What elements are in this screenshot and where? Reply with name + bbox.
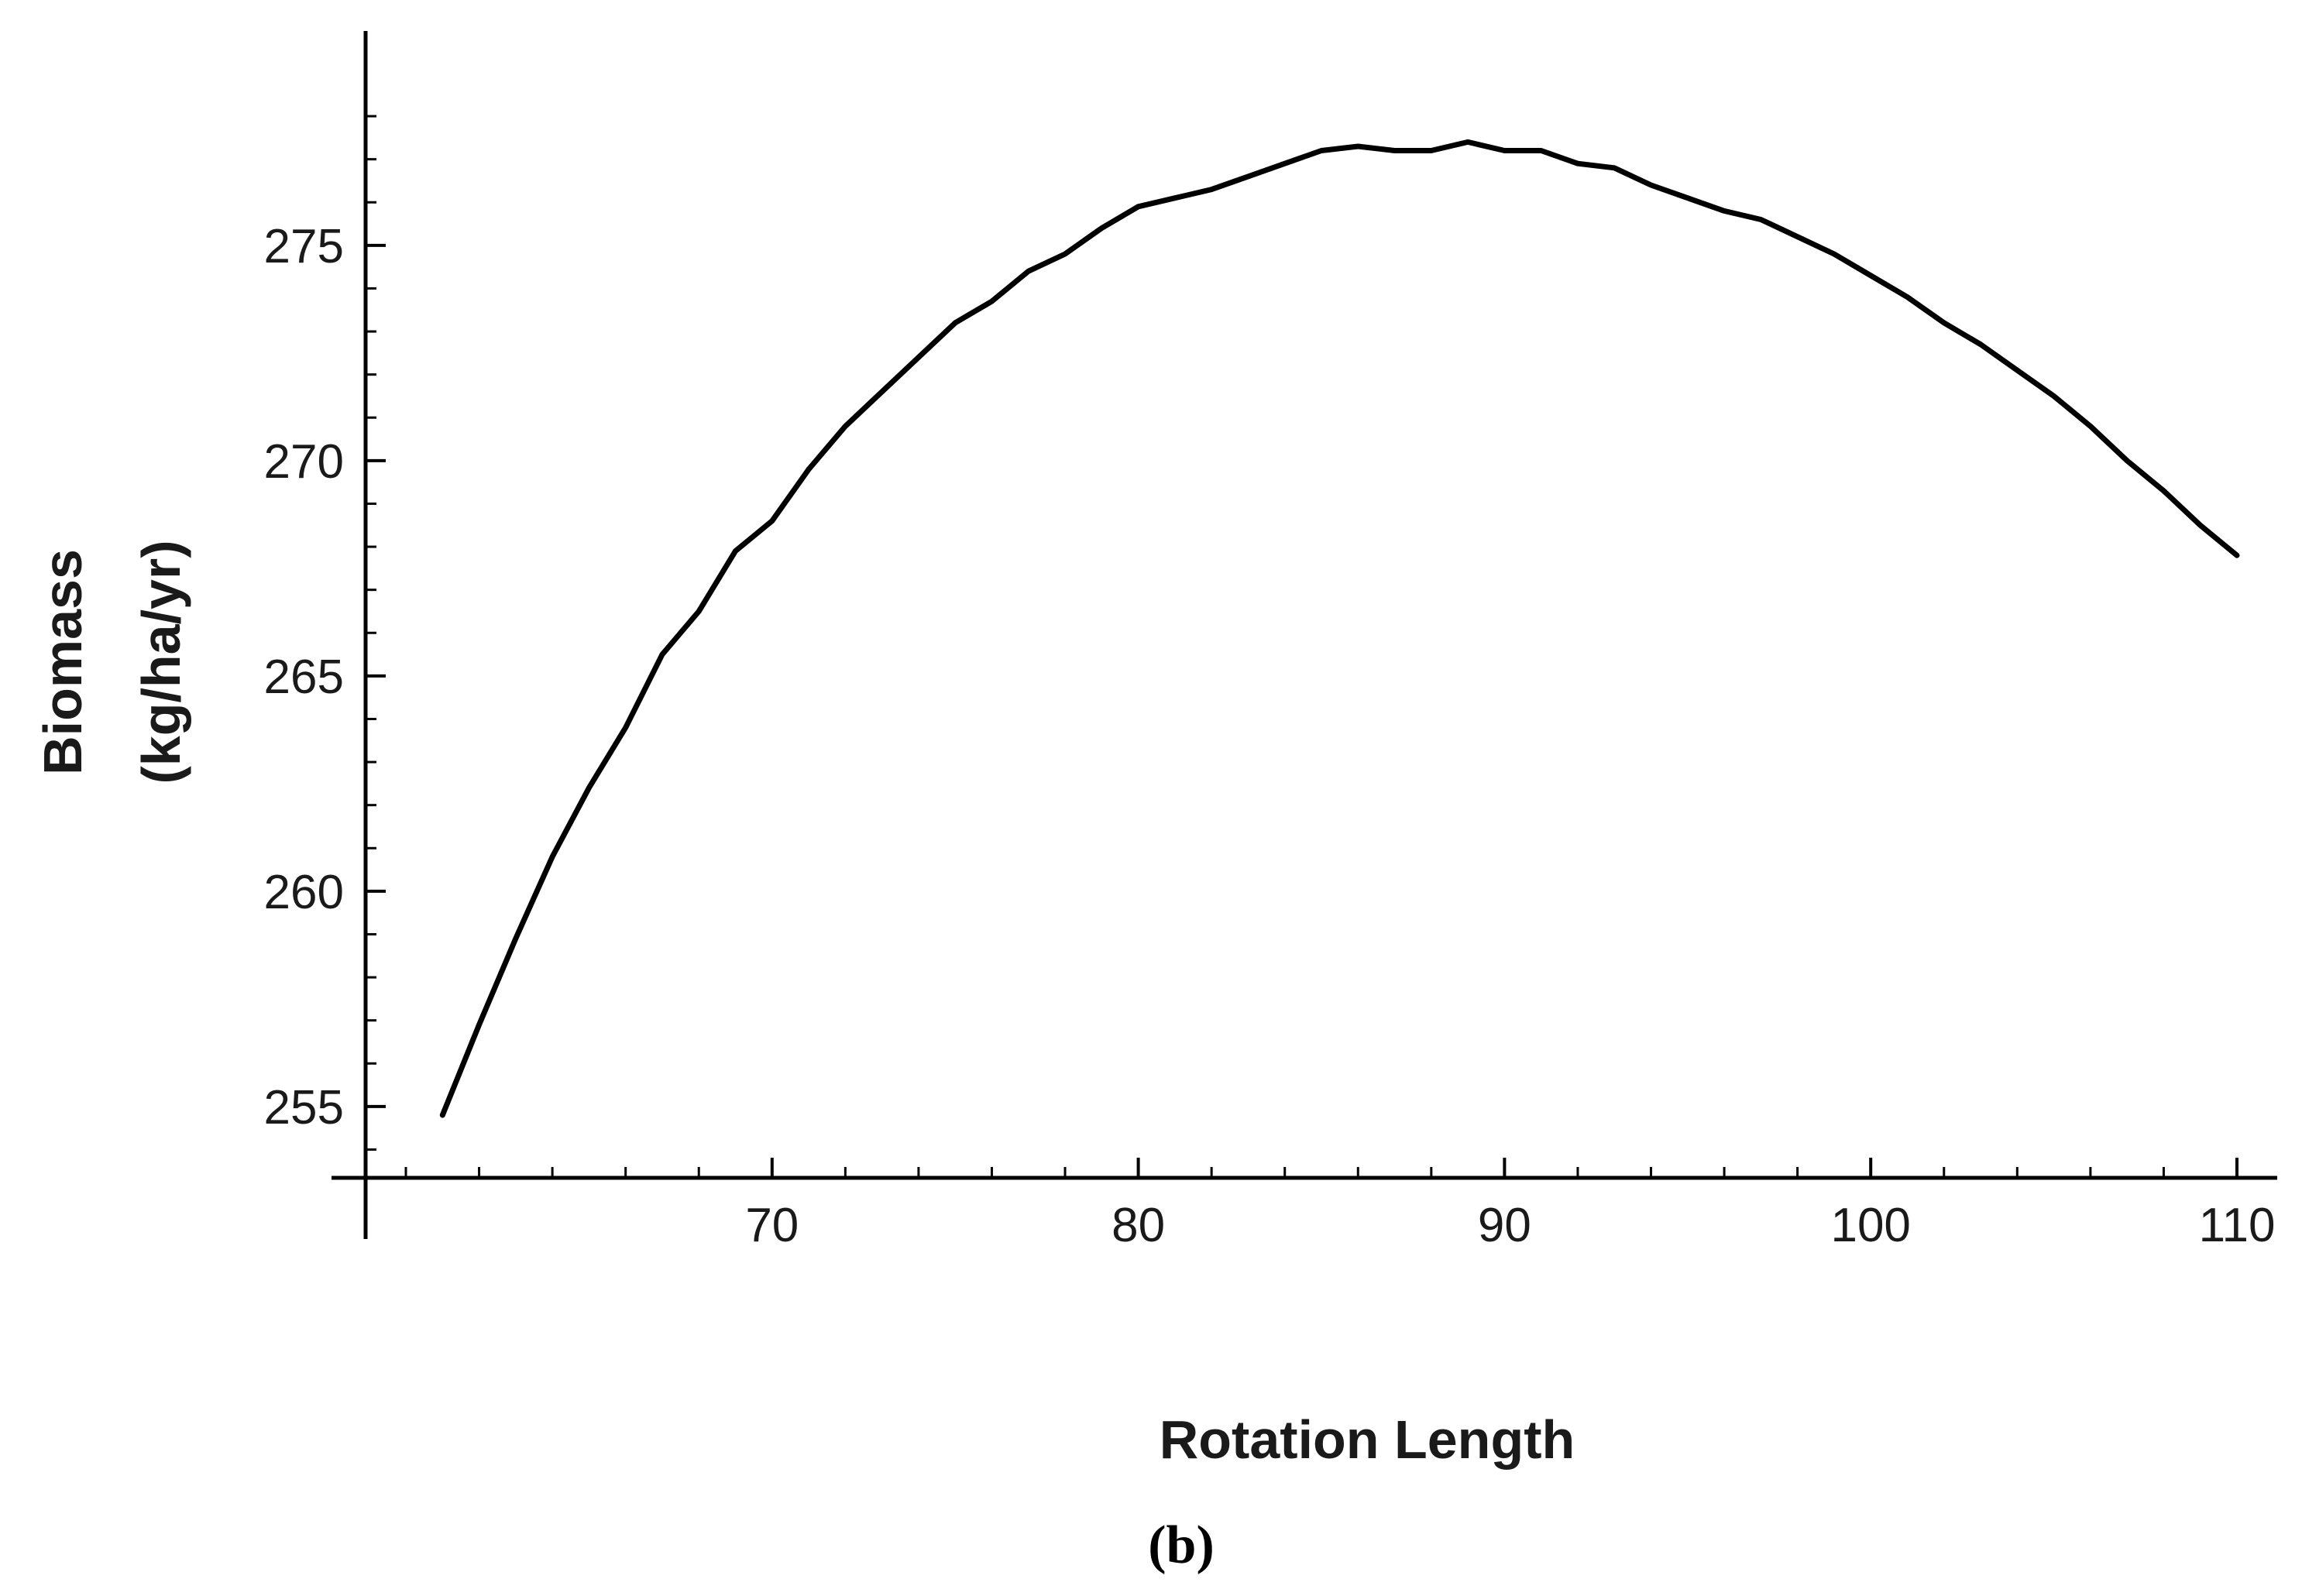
y-minor-ticks xyxy=(366,115,376,1151)
x-tick-label: 80 xyxy=(1111,1199,1165,1252)
y-tick-label: 255 xyxy=(264,1081,344,1134)
x-tick-label: 70 xyxy=(745,1199,799,1252)
series-layer xyxy=(439,139,2240,1118)
y-axis-title-line-2: (kg/ha/yr) xyxy=(131,540,191,784)
series-line-0 xyxy=(439,139,2240,1118)
y-ticks: 255 260 265 270 275 xyxy=(264,220,386,1134)
x-tick-label: 100 xyxy=(1830,1199,1910,1252)
x-axis-title: Rotation Length xyxy=(1160,1409,1575,1470)
x-tick-label: 90 xyxy=(1478,1199,1531,1252)
x-tick-label: 110 xyxy=(2199,1199,2276,1252)
y-axis-title-line-1: Biomass xyxy=(33,549,93,775)
y-tick-label: 265 xyxy=(264,650,344,704)
x-minor-ticks xyxy=(404,1167,2165,1178)
axes xyxy=(332,31,2277,1239)
panel-label: (b) xyxy=(1148,1515,1215,1575)
x-ticks: 70 80 90 100 110 xyxy=(745,1158,2275,1252)
y-tick-label: 270 xyxy=(264,435,344,489)
y-tick-label: 260 xyxy=(264,866,344,919)
y-tick-label: 275 xyxy=(264,220,344,273)
